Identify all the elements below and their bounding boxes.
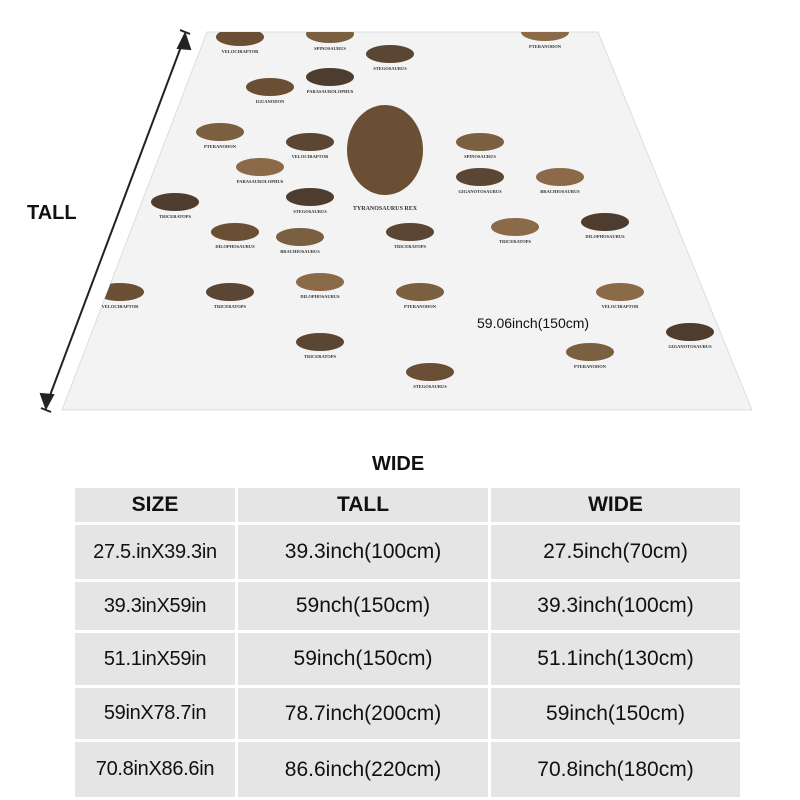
size-cell: 27.5.inX39.3in [75, 525, 235, 579]
dinosaur-name: STEGOSAURUS [293, 209, 327, 214]
dinosaur-name: GIGANOTOSAURUS [458, 189, 502, 194]
dinosaur-figure [521, 32, 569, 41]
dinosaur-name: TRICERATOPS [159, 214, 192, 219]
dinosaur-name: TRICERATOPS [499, 239, 532, 244]
dinosaur-name: PTERANODON [529, 44, 562, 49]
dinosaur-figure [286, 133, 334, 151]
header-size: SIZE [75, 488, 235, 522]
dinosaur-name: PARASAUROLOPHUS [307, 89, 354, 94]
dinosaur-figure [286, 188, 334, 206]
dinosaur-figure [276, 228, 324, 246]
dinosaur-name: STEGOSAURUS [413, 384, 447, 389]
dinosaur-figure [306, 32, 354, 43]
dinosaur-figure [196, 123, 244, 141]
dinosaur-name: DILOPHOSAURUS [300, 294, 340, 299]
dinosaur-name: PARASAUROLOPHUS [237, 179, 284, 184]
dinosaur-name: VELOCIRAPTOR [602, 304, 639, 309]
dinosaur-figure [296, 333, 344, 351]
tall-cell: 39.3inch(100cm) [238, 525, 488, 579]
dinosaur-name: PTERANODON [574, 364, 607, 369]
dinosaur-name: VELOCIRAPTOR [102, 304, 139, 309]
dinosaur-figure [306, 68, 354, 86]
dinosaur-name: PTERANODON [404, 304, 437, 309]
dinosaur-name: SPINOSAURUS [314, 46, 346, 51]
dinosaur-name: PTERANODON [204, 144, 237, 149]
dinosaur-figure [491, 218, 539, 236]
dinosaur-figure [536, 168, 584, 186]
dinosaur-figure [386, 223, 434, 241]
wide-cell: 51.1inch(130cm) [491, 633, 740, 685]
dinosaur-figure [96, 283, 144, 301]
dinosaur-figure [366, 45, 414, 63]
dinosaur-figure [456, 168, 504, 186]
header-tall: TALL [238, 488, 488, 522]
tall-cell: 78.7inch(200cm) [238, 688, 488, 739]
dinosaur-name: BRACHIOSAURUS [540, 189, 580, 194]
size-cell: 51.1inX59in [75, 633, 235, 685]
dinosaur-figure [206, 283, 254, 301]
size-cell: 59inX78.7in [75, 688, 235, 739]
dinosaur-name: IGUANODON [256, 99, 285, 104]
dinosaur-figure [566, 343, 614, 361]
dinosaur-name: GIGANOTOSAURUS [668, 344, 712, 349]
blanket-image: VELOCIRAPTOR SPINOSAURUS STEGOSAURUS PTERAN… [39, 29, 753, 413]
dinosaur-figure [151, 193, 199, 211]
dinosaur-name: TRICERATOPS [304, 354, 337, 359]
dinosaur-figure [666, 323, 714, 341]
dinosaur-figure [581, 213, 629, 231]
dinosaur-name: TRICERATOPS [394, 244, 427, 249]
tall-arrow [39, 29, 192, 413]
dinosaur-name: TRICERATOPS [214, 304, 247, 309]
dinosaur-figure [246, 78, 294, 96]
dinosaur-name: TYRANOSAURUS REX [353, 206, 418, 212]
dinosaur-figure [236, 158, 284, 176]
dinosaur-figure [296, 273, 344, 291]
wide-label: WIDE [372, 453, 425, 475]
dinosaur-name: STEGOSAURUS [373, 66, 407, 71]
tall-cell: 59inch(150cm) [238, 633, 488, 685]
size-cell: 39.3inX59in [75, 582, 235, 630]
dinosaur-name: VELOCIRAPTOR [292, 154, 329, 159]
dinosaur-figure [347, 105, 423, 195]
wide-cell: 39.3inch(100cm) [491, 582, 740, 630]
dinosaur-figure [406, 363, 454, 381]
header-wide: WIDE [491, 488, 740, 522]
dinosaur-figure [396, 283, 444, 301]
wide-cell: 27.5inch(70cm) [491, 525, 740, 579]
dinosaur-name: DILOPHOSAURUS [215, 244, 255, 249]
wide-cell: 70.8inch(180cm) [491, 742, 740, 797]
dinosaur-figure [596, 283, 644, 301]
dinosaur-name: SPINOSAURUS [464, 154, 496, 159]
size-table: SIZE TALL WIDE 27.5.inX39.3in 39.3inch(10… [75, 488, 740, 797]
dinosaur-name: BRACHIOSAURUS [280, 249, 320, 254]
tall-label: TALL [27, 202, 77, 224]
wide-cell: 59inch(150cm) [491, 688, 740, 739]
tall-cell: 59nch(150cm) [238, 582, 488, 630]
dinosaur-figure [211, 223, 259, 241]
dinosaur-name: VELOCIRAPTOR [222, 49, 259, 54]
dinosaur-figure [216, 32, 264, 46]
blanket-width-label: 59.06inch(150cm) [477, 315, 590, 331]
size-cell: 70.8inX86.6in [75, 742, 235, 797]
tall-cell: 86.6inch(220cm) [238, 742, 488, 797]
dinosaur-figure [456, 133, 504, 151]
dinosaur-name: DILOPHOSAURUS [585, 234, 625, 239]
